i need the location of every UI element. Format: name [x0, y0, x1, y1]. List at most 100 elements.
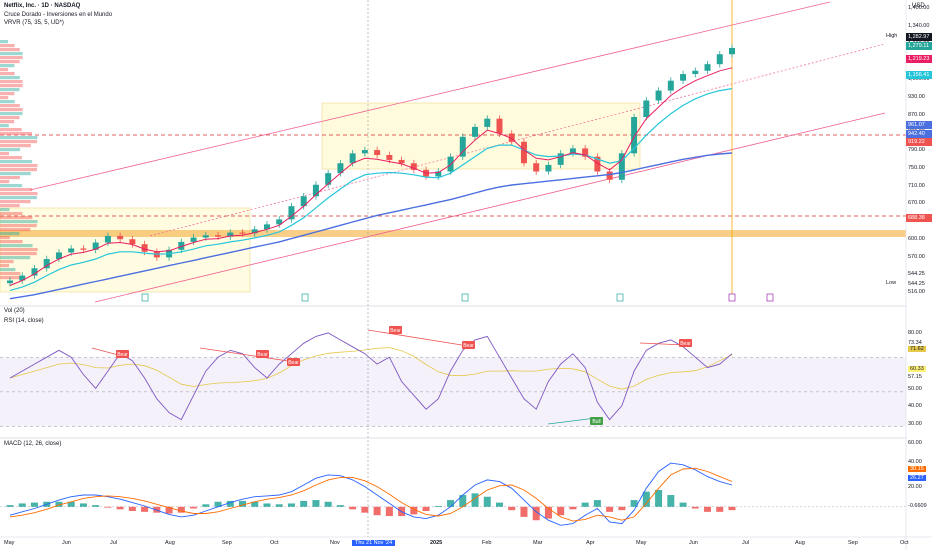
ema-fast-line	[9, 67, 733, 286]
rsi-signal-label: Bear	[117, 352, 128, 358]
macd-axis-tick: 26.27	[908, 475, 926, 481]
macd-histogram-bar	[361, 506, 369, 513]
time-axis-tick: May	[636, 540, 647, 546]
volume-profile-bar	[0, 172, 31, 176]
candle-body	[117, 235, 124, 240]
price-label: 942.40	[906, 130, 932, 138]
rsi-pane: Bear Bear Bear Bear Bear Bear Bull	[0, 326, 906, 427]
channel-mid	[149, 43, 886, 237]
volume-profile-bar	[0, 256, 31, 260]
macd-histogram-bar	[655, 490, 663, 507]
rsi-axis-tick: 50.00	[908, 386, 922, 392]
volume-profile-bar	[0, 144, 31, 148]
candle-body	[569, 148, 576, 154]
candle-body	[300, 196, 307, 207]
volume-profile-bar	[0, 60, 20, 64]
channel-upper	[29, 1, 831, 191]
divergence-line	[547, 417, 597, 425]
rsi-signal-label: Bear	[463, 343, 474, 349]
rsi-axis-tick: 40.00	[908, 403, 922, 409]
volume-profile-bar	[0, 268, 16, 272]
volume-profile-bar	[0, 116, 20, 120]
volume-profile-bar	[0, 140, 38, 144]
volume-profile-bar	[0, 80, 23, 84]
rsi-signal-tag	[116, 350, 129, 358]
price-label: 1,156.41	[906, 71, 932, 79]
macd-histogram-bar	[495, 502, 503, 507]
candle-body	[276, 219, 283, 225]
candle-body	[594, 156, 601, 172]
rsi-axis-tick: 71.62	[908, 346, 926, 352]
macd-histogram-bar	[447, 500, 455, 507]
signal-line	[9, 467, 733, 522]
macd-histogram-bar	[581, 502, 589, 507]
symbol-title: Netflix, Inc. · 1D · NASDAQ	[4, 3, 81, 9]
macd-histogram-bar	[263, 503, 271, 507]
rsi-signal-tag	[287, 358, 300, 366]
rsi-axis-tick: 73.34	[908, 340, 922, 346]
time-axis-tick: Sep	[848, 540, 858, 546]
candle-body	[43, 259, 50, 269]
macd-histogram-bar	[165, 506, 173, 514]
candle-body	[129, 239, 136, 245]
price-axis-tick: 516.00	[908, 289, 925, 295]
candle-body	[312, 184, 319, 197]
time-axis-tick: Aug	[795, 540, 805, 546]
time-axis-tick: Jun	[62, 540, 71, 546]
price-axis-tick: 544.25	[908, 271, 925, 278]
macd-histogram-bar	[79, 503, 87, 507]
macd-histogram-bar	[275, 504, 283, 507]
candle-body	[80, 248, 87, 250]
price-label: 1,282.97	[906, 33, 932, 41]
volume-profile-bar	[0, 208, 10, 212]
candle-body	[484, 118, 491, 127]
volume-profile-bar	[0, 188, 33, 192]
volume-profile-bar	[0, 276, 23, 280]
macd-histogram-bar	[116, 506, 124, 510]
rsi-ma-line	[9, 347, 733, 390]
macd-histogram-bar	[190, 506, 198, 509]
macd-pane	[0, 462, 906, 526]
candle-body	[19, 275, 26, 281]
event-marker	[728, 293, 736, 302]
divergence-line	[639, 342, 686, 346]
macd-histogram-bar	[679, 502, 687, 507]
candle-body	[545, 164, 552, 172]
macd-histogram-bar	[569, 506, 577, 510]
candle-body	[692, 70, 699, 75]
macd-histogram-bar	[239, 500, 247, 507]
candle-body	[31, 268, 38, 276]
time-axis-tick: Jul	[110, 540, 118, 546]
candle-body	[410, 163, 417, 170]
volume-profile-bar	[0, 96, 9, 100]
candle-body	[729, 47, 735, 55]
candle-body	[325, 173, 332, 185]
macd-histogram-bar	[410, 506, 418, 515]
rsi-signal-label: Bear	[680, 341, 691, 347]
volume-profile-bar	[0, 264, 10, 268]
candle-body	[7, 280, 13, 284]
ema-slow-line	[9, 88, 733, 291]
volume-profile-bar	[0, 248, 38, 252]
rsi-signal-tag	[256, 350, 269, 358]
support-band	[0, 230, 906, 237]
volume-profile-bar	[0, 212, 23, 216]
candle-body	[618, 153, 625, 180]
candle-body	[202, 235, 209, 238]
macd-histogram-bar	[202, 504, 210, 507]
macd-histogram-bar	[459, 495, 467, 507]
volume-profile-bar	[0, 72, 15, 76]
volume-profile-bar	[0, 84, 23, 88]
volume-profile-bar	[0, 160, 33, 164]
volume-profile-bar	[0, 136, 38, 140]
time-axis-tick: Mar	[533, 540, 543, 546]
candle-body	[263, 224, 270, 230]
volume-profile-bar	[0, 252, 37, 256]
time-axis-tick: May	[4, 540, 15, 546]
volume-profile-bar	[0, 40, 8, 44]
time-axis-tick: 2025	[430, 540, 443, 546]
candle-body	[55, 252, 62, 260]
rsi-axis-tick: 80.00	[908, 330, 922, 336]
price-pane[interactable]	[0, 0, 906, 303]
